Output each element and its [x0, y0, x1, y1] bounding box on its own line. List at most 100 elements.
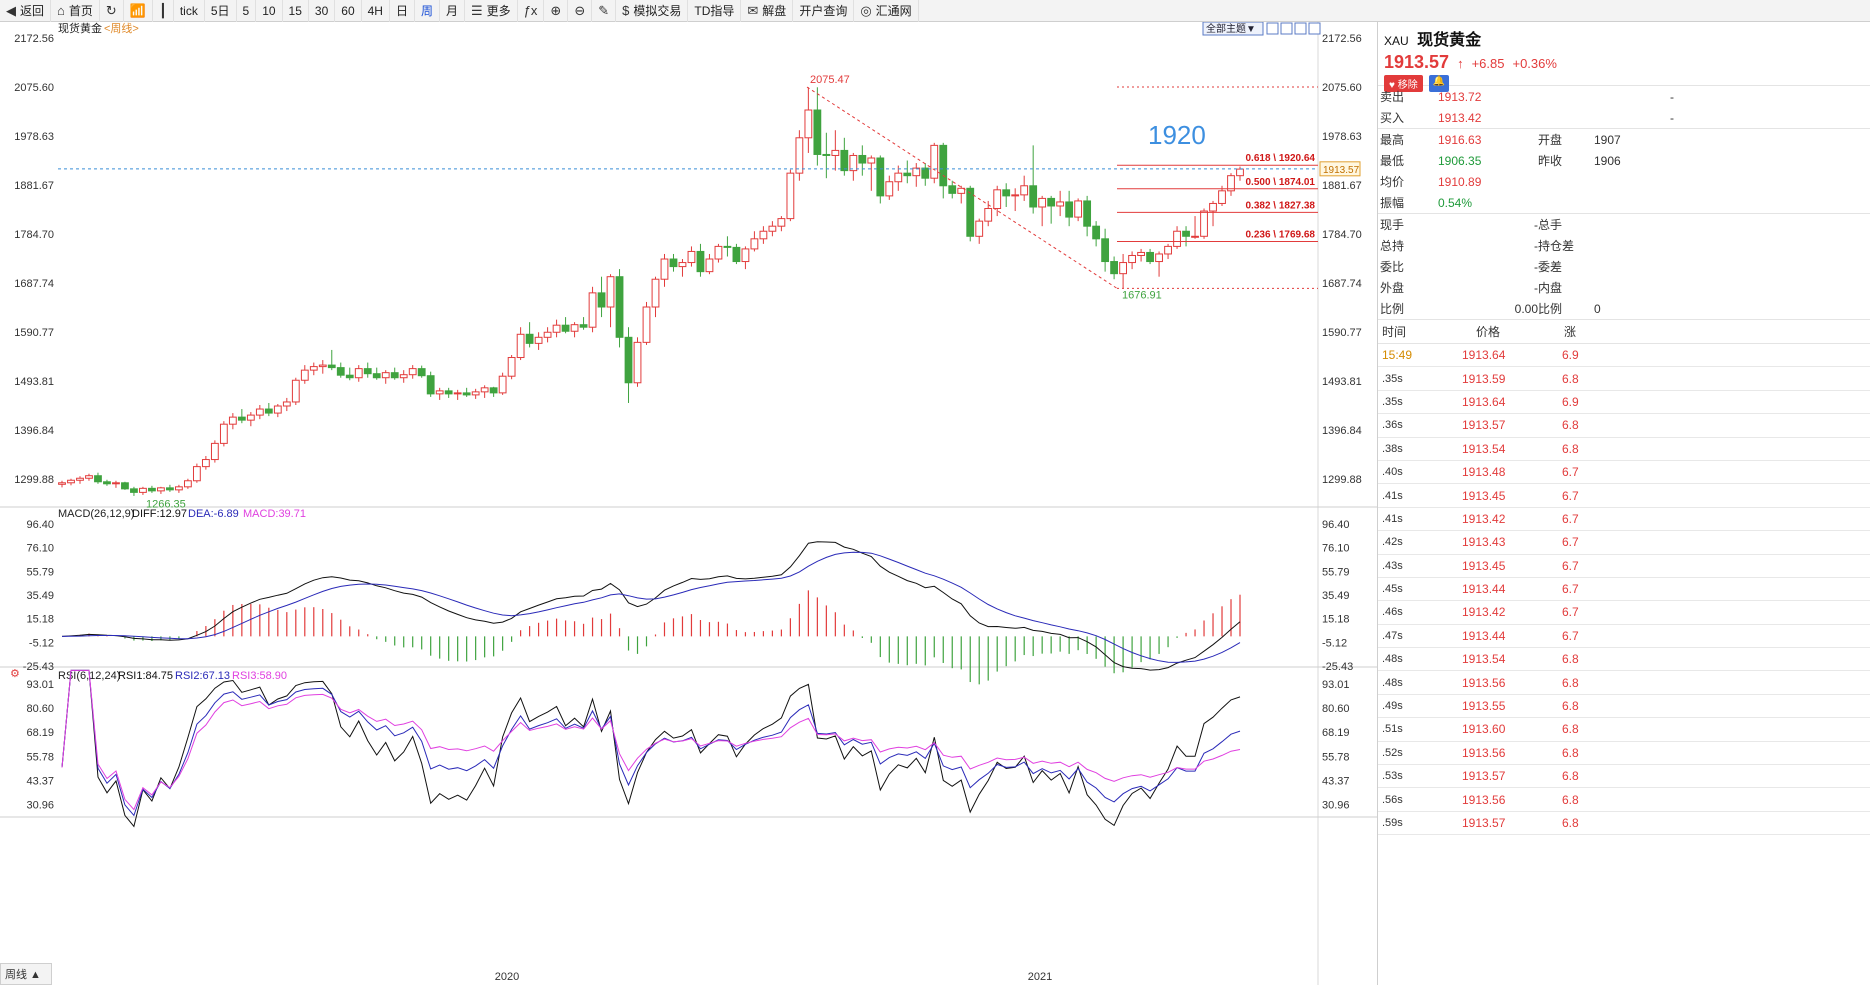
alert-bell-icon[interactable]: 🔔 [1428, 75, 1450, 92]
candle-body [921, 167, 930, 179]
toolbar-item-item-15[interactable]: 月 [440, 0, 466, 22]
candle-body [651, 278, 660, 308]
price-tick-right: 2172.56 [1322, 33, 1362, 45]
toolbar-item-item-22[interactable]: TD指导 [688, 0, 742, 22]
toolbar-item-item-11[interactable]: 60 [335, 0, 362, 22]
candle-body [597, 292, 606, 308]
toolbar-item-home-1[interactable]: ⌂ 首页 [51, 0, 100, 22]
filter-dropdown-label: 全部主题▼ [1206, 22, 1256, 35]
quote-row: 卖出 1913.72 - [1378, 86, 1870, 107]
candle-body [246, 414, 255, 421]
toolbar-label: TD指导 [694, 4, 735, 18]
candle-body [417, 368, 426, 377]
toolbar-item-chart-type-3[interactable]: 📶 [124, 0, 153, 22]
tick-row: .46s 1913.42 6.7 [1378, 601, 1870, 625]
toolbar-item-back-0[interactable]: ◀ 返回 [0, 0, 52, 22]
tick-v: 6.8 [1562, 722, 1579, 737]
candle-body [849, 154, 858, 172]
tick-t: .36s [1382, 419, 1403, 432]
toolbar-item-draw-20[interactable]: ✎ [592, 0, 617, 22]
quote-v2: 1906 [1594, 153, 1621, 168]
candle-body [624, 336, 633, 384]
toolbar-item-chat-23[interactable]: ✉ 解盘 [741, 0, 794, 22]
candle-body [354, 368, 363, 379]
tick-row: .49s 1913.55 6.8 [1378, 695, 1870, 719]
macd-tick-left: 96.40 [26, 519, 54, 531]
toolbar-item-item-14[interactable]: 周 [415, 0, 440, 22]
candle-body [813, 109, 822, 155]
price-tick-right: 2075.60 [1322, 82, 1362, 94]
toolbar-item-item-6[interactable]: 5日 [205, 0, 237, 22]
candle-body [930, 144, 939, 179]
filter-dropdown [1202, 22, 1264, 36]
candle-body [1038, 197, 1047, 208]
toolbar-item-item-13[interactable]: 日 [390, 0, 415, 22]
price-tick-right: 1978.63 [1322, 131, 1362, 143]
candle-body [85, 475, 93, 479]
tick-p: 1913.64 [1462, 348, 1506, 363]
home-icon: ⌂ [57, 3, 65, 18]
macd-tick-right: -5.12 [1322, 637, 1347, 649]
candle-body [1020, 185, 1029, 196]
toolbar-item-dollar-21[interactable]: $ 模拟交易 [616, 0, 689, 22]
quote-l2: 昨收 [1538, 154, 1563, 168]
toolbar-item-zoom-out-19[interactable]: ⊖ [568, 0, 593, 22]
candle-body [795, 137, 804, 174]
tick-list[interactable]: 15:49 1913.64 6.9 .35s 1913.59 6.8 .35s 1913.64… [1378, 344, 1870, 836]
candle-body [408, 368, 417, 376]
candle-body [444, 390, 453, 395]
tick-t: .41s [1382, 489, 1403, 502]
candle-body [318, 364, 327, 368]
toolbar-label: 15 [288, 3, 302, 18]
toolbar-item-item-8[interactable]: 10 [256, 0, 283, 22]
toolbar-label: 4H [367, 3, 383, 18]
toolbar-item-logo-25[interactable]: ◎ 汇通网 [854, 0, 919, 22]
rsi2-line [61, 669, 1241, 817]
toolbar-item-formula-17[interactable]: ƒx [518, 0, 545, 22]
tick-p: 1913.60 [1462, 722, 1506, 737]
low-label: 1676.91 [1122, 289, 1162, 301]
candle-body [112, 482, 120, 485]
toolbar-label: 更多 [486, 4, 511, 18]
tick-t: .47s [1382, 629, 1403, 642]
candle-body [489, 387, 498, 394]
price-annotation: 1920 [1148, 120, 1206, 150]
tick-t: .35s [1382, 395, 1403, 408]
toolbar: ◀ 返回 ⌂ 首页 ↻ 📶 ┃ tick 5日 5 10 15 30 60 4H 日周月 ☰ 更多 ƒx ⊕ ⊖ ✎ $ 模拟… [0, 0, 1870, 22]
chart-type-icon: 📶 [129, 2, 146, 18]
tick-v: 6.7 [1562, 511, 1579, 526]
macd-tick-right: 96.40 [1322, 519, 1350, 531]
price-tick-right: 1299.88 [1322, 474, 1362, 486]
tick-v: 6.8 [1562, 675, 1579, 690]
toolbar-item-item-9[interactable]: 15 [283, 0, 309, 22]
toolbar-item-refresh-2[interactable]: ↻ [100, 0, 124, 22]
tick-p: 1913.45 [1462, 488, 1506, 503]
candle-body [714, 245, 723, 260]
toolbar-item-more-16[interactable]: ☰ 更多 [465, 0, 518, 22]
tick-t: 15:49 [1382, 348, 1413, 363]
layout-toggle-icon [1294, 22, 1307, 35]
chart-svg[interactable]: 现货黄金 <周线> 全部主题▼ 2172.56 2172.56 2075.60 2075.6… [0, 22, 1377, 985]
toolbar-item-item-5[interactable]: tick [174, 0, 205, 22]
tick-p: 1913.48 [1462, 465, 1506, 480]
macd-tick-left: 55.79 [26, 566, 54, 578]
candle-body [588, 292, 597, 328]
toolbar-label: 10 [262, 3, 276, 18]
tick-row: .53s 1913.57 6.8 [1378, 765, 1870, 789]
period-tab[interactable]: 周线 ▲ [0, 963, 52, 985]
candle-body [660, 258, 669, 280]
candle-body [570, 324, 579, 332]
toolbar-item-zoom-in-18[interactable]: ⊕ [544, 0, 569, 22]
toolbar-item-item-7[interactable]: 5 [237, 0, 257, 22]
chart-area[interactable]: 现货黄金 <周线> 全部主题▼ 2172.56 2172.56 2075.60 2075.6… [0, 22, 1377, 985]
quote-v1: 1916.63 [1438, 132, 1482, 147]
toolbar-item-item-24[interactable]: 开户查询 [793, 0, 855, 22]
candle-body [804, 109, 813, 139]
remove-button[interactable]: ♥ 移除 [1384, 75, 1423, 92]
toolbar-item-item-12[interactable]: 4H [362, 0, 390, 22]
toolbar-item-item-10[interactable]: 30 [309, 0, 336, 22]
candle-body [1209, 202, 1217, 212]
quote-row: 总持 - 持仓差 [1378, 235, 1870, 256]
toolbar-item-candle-4[interactable]: ┃ [153, 0, 174, 22]
candle-body [175, 486, 183, 491]
